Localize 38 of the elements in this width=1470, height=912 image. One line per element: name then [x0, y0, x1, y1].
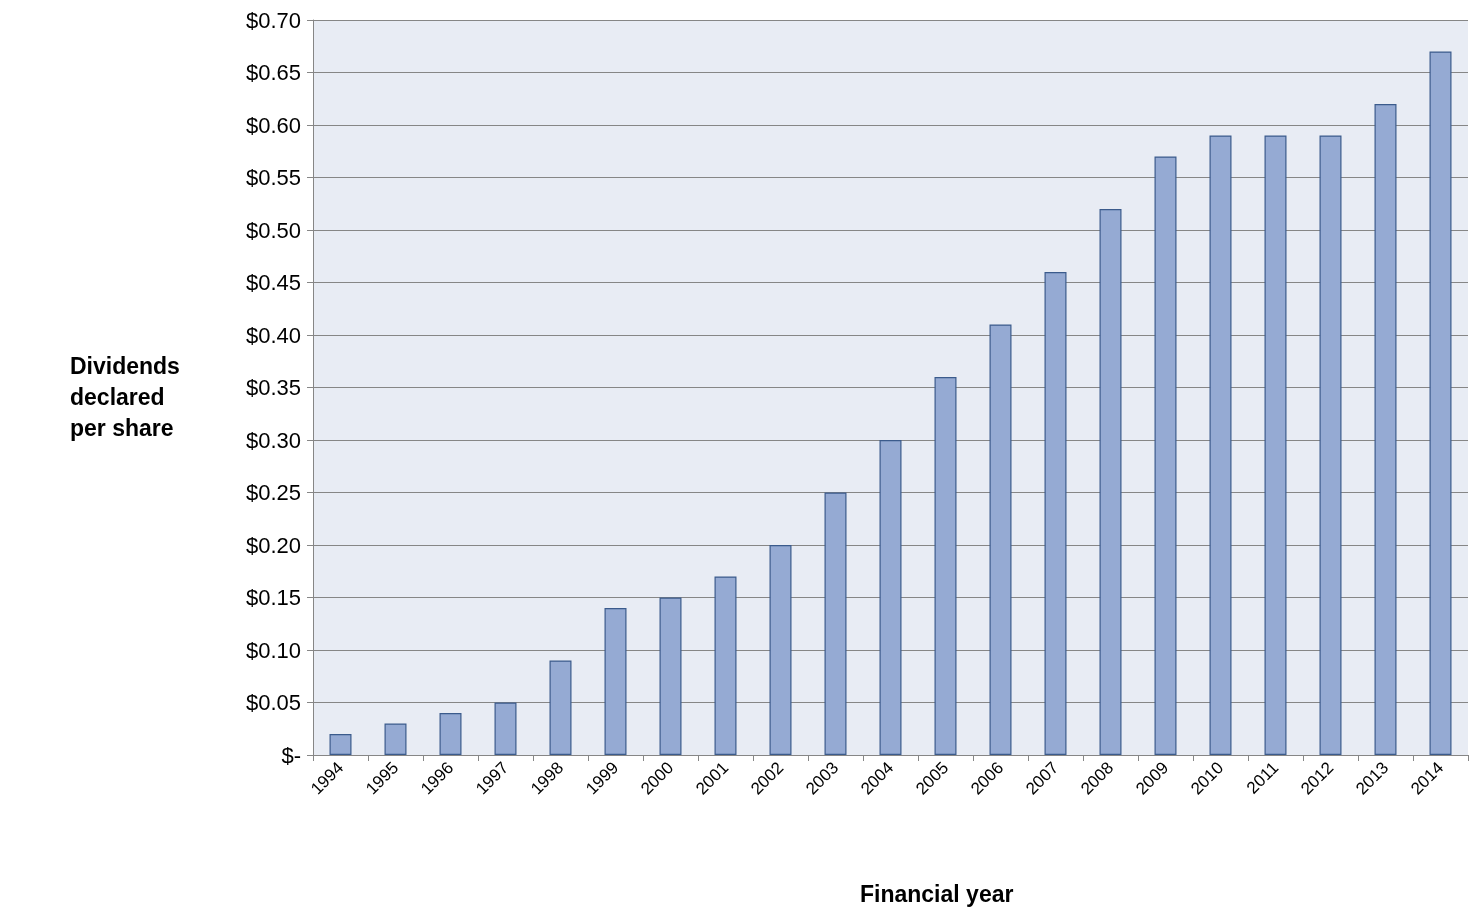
- bar: [329, 734, 352, 755]
- y-tick-label: $0.35: [245, 375, 301, 400]
- bar: [1099, 209, 1122, 755]
- y-tick-label: $0.30: [245, 427, 301, 453]
- bar: [659, 597, 682, 755]
- y-tick-label: $0.40: [245, 322, 301, 348]
- bar: [1429, 51, 1452, 755]
- y-tick-label: $0.50: [245, 217, 301, 243]
- y-tick-label: $0.15: [245, 585, 301, 610]
- y-tick-label: $0.65: [245, 60, 301, 85]
- bar: [934, 377, 957, 755]
- bar: [1209, 135, 1232, 755]
- bar: [714, 576, 737, 755]
- bar: [1374, 104, 1397, 755]
- y-tick-label: $0.70: [245, 7, 301, 33]
- bar: [549, 660, 572, 755]
- y-tick-label: $0.60: [245, 112, 301, 138]
- bar: [1044, 272, 1067, 755]
- y-tick-label: $0.10: [245, 637, 301, 663]
- bar: [879, 440, 902, 755]
- bar: [824, 492, 847, 755]
- y-axis-title: Dividends declared per share: [70, 352, 187, 441]
- y-tick-label: $0.20: [245, 532, 301, 558]
- y-tick-label: $-: [281, 742, 301, 768]
- y-tick-label: $0.05: [245, 690, 301, 715]
- bar: [494, 702, 517, 755]
- bar: [1319, 135, 1342, 755]
- bar: [769, 545, 792, 755]
- bar: [604, 608, 627, 755]
- bar: [1154, 156, 1177, 755]
- bar: [439, 713, 462, 755]
- y-tick-label: $0.25: [245, 480, 301, 505]
- y-tick-label: $0.55: [245, 165, 301, 190]
- bar: [989, 324, 1012, 755]
- bar: [384, 723, 407, 755]
- bar: [1264, 135, 1287, 755]
- x-axis-title: Financial year: [859, 880, 1014, 907]
- y-tick-label: $0.45: [245, 270, 301, 295]
